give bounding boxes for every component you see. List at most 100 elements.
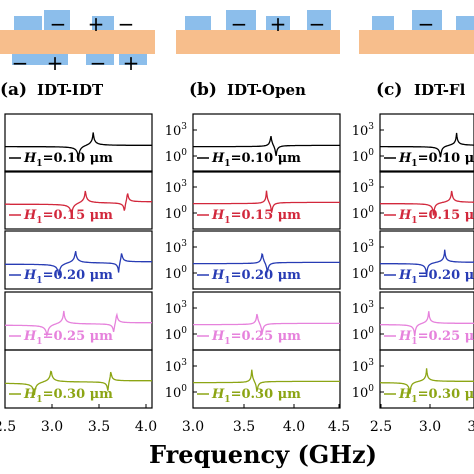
panel-title: IDT-Open [227,81,306,99]
subplot-frame [379,349,474,409]
series-line [193,369,340,392]
panel-label: (a) [0,80,27,100]
series-line [5,132,152,159]
series-line [5,251,152,276]
y-tick-label: 100 [352,265,375,282]
subplot-2: 103 100 H1=0.15 μm [352,170,474,230]
electrode-polarity-label: − [309,12,326,36]
subplot-1: 103 100 H1=0.10 μm [165,113,341,173]
y-tick-label: 103 [352,179,375,196]
y-tick-label: 100 [165,265,188,282]
series-label: H1=0.15 μm [23,208,113,226]
series-label: H1=0.10 μm [23,151,113,169]
y-tick-label: 100 [352,148,375,165]
series-label: H1=0.30 μm [23,387,113,405]
bottom-electrode [86,54,114,65]
y-tick-label: 100 [165,384,188,401]
subplot-4: H1=0.25 μm [4,291,153,351]
series-label: H1=0.20 μm [23,268,113,286]
y-tick-label: 103 [165,122,188,139]
top-electrode [44,10,70,30]
y-tick-label: 100 [352,326,375,343]
series-line [380,368,474,394]
subplot-3: 103 100 H1=0.20 μm [352,230,474,290]
substrate-layer [176,30,340,54]
subplot-frame [192,113,341,173]
electrode-polarity-label: − [418,12,435,36]
series-line [5,310,152,338]
series-label: H1=0.20 μm [398,268,474,286]
top-electrode [226,10,256,30]
series-label: H1=0.10 μm [211,151,301,169]
top-electrode [266,16,290,30]
schematic-3: − [359,10,474,54]
x-tick-label: 4.5 [328,419,350,435]
x-tick-label: 2.5 [370,419,392,435]
series-label: H1=0.25 μm [211,329,301,347]
x-tick-label: 3.0 [41,419,63,435]
subplot-frame [379,170,474,230]
series-label: H1=0.30 μm [398,387,474,405]
subplot-frame [4,230,153,290]
subplot-frame [4,113,153,173]
bottom-electrode [119,54,147,65]
series-line [193,252,340,273]
x-tick-label: 3. [467,419,474,435]
substrate-layer [359,30,474,54]
series-label: H1=0.25 μm [23,329,113,347]
series-label: H1=0.25 μm [398,329,474,347]
subplot-frame [192,170,341,230]
y-tick-label: 103 [352,239,375,256]
y-tick-label: 103 [352,122,375,139]
panel-label: (c) [376,80,402,100]
series-line [5,190,152,216]
series-line [5,370,152,396]
top-electrode [372,16,394,30]
y-tick-label: 100 [165,326,188,343]
subplot-5: 103 100 H1=0.30 μm [352,349,474,409]
subplot-1: H1=0.10 μm [4,113,153,173]
electrode-polarity-label: − [231,12,248,36]
subplot-5: H1=0.30 μm [4,349,153,409]
series-line [380,132,474,158]
bottom-electrode [12,54,40,65]
series-label: H1=0.30 μm [211,387,301,405]
x-tick-label: 3.0 [182,419,204,435]
y-tick-label: 103 [165,300,188,317]
subplot-frame [379,230,474,290]
subplot-5: 103 100 H1=0.30 μm [165,349,341,409]
electrode-polarity-label: + [47,51,64,75]
panel-label: (b) [189,80,217,100]
electrode-polarity-label: + [88,12,105,36]
y-tick-label: 103 [165,358,188,375]
series-label: H1=0.15 μm [398,208,474,226]
top-electrode [185,16,211,30]
panel-title: IDT-IDT [37,81,104,99]
electrode-polarity-label: + [270,12,287,36]
schematic-1: − + −− + − + [0,10,155,75]
series-line [380,249,474,277]
electrode-polarity-label: + [123,51,140,75]
series-line [380,190,474,216]
top-electrode [307,10,331,30]
series-line [193,135,340,157]
subplot-3: 103 100 H1=0.20 μm [165,230,341,290]
panel-2: (b) IDT-Open 103 100 H1=0.10 μm 103 100 H1=0.15… [165,80,350,435]
x-tick-label: 3.0 [419,419,441,435]
electrode-polarity-label: − [12,51,29,75]
subplot-frame [192,349,341,409]
electrode-schematics: − + −− + − +− + − − [0,10,474,75]
y-tick-label: 100 [352,205,375,222]
panel-3: (c) IDT-Fl 103 100 H1=0.10 μm 103 100 H1=0.15 μ… [352,80,474,435]
subplot-1: 103 100 H1=0.10 μm [352,113,474,173]
subplot-3: H1=0.20 μm [4,230,153,290]
series-label: H1=0.20 μm [211,268,301,286]
top-electrode [412,10,442,30]
x-tick-label: 2.5 [0,419,16,435]
top-electrode [456,16,474,30]
electrode-polarity-label: − [90,51,107,75]
subplot-4: 103 100 H1=0.25 μm [165,291,341,351]
electrode-polarity-label: − [118,12,135,36]
subplot-frame [379,113,474,173]
